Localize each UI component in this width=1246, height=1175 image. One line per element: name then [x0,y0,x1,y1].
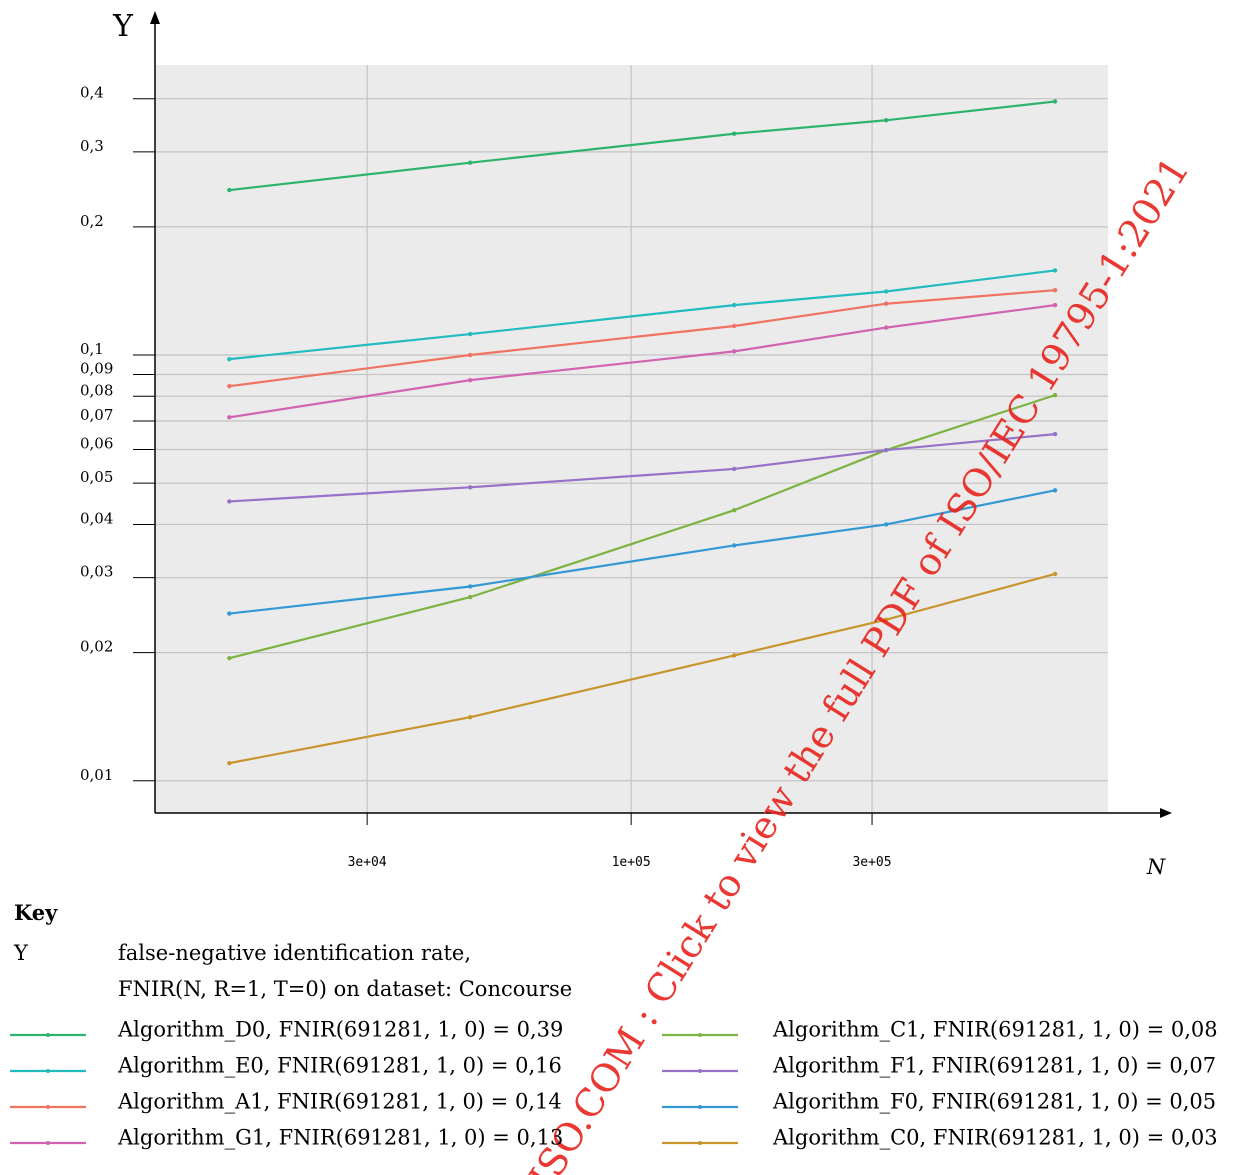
data-point [468,160,473,165]
data-point [1052,392,1058,398]
legend-swatch-dot [698,1141,702,1145]
data-point [468,584,473,589]
data-point [732,543,737,548]
data-point [1052,99,1058,104]
y-axis-label: Y [112,9,134,44]
y-tick-label: 0,04 [80,509,113,527]
legend-label: Algorithm_C1, FNIR(691281, 1, 0) = 0,08 [772,1018,1218,1042]
y-tick-label: 0,2 [80,212,104,230]
data-point [1052,268,1058,273]
data-point [1052,287,1058,293]
y-tick-label: 0,01 [80,766,113,784]
y-tick-label: 0,08 [80,381,113,399]
legend-swatch-dot [698,1105,702,1109]
y-tick-label: 0,02 [80,638,113,656]
data-point [732,466,737,472]
data-point [468,485,473,490]
data-point [883,289,889,294]
data-point [227,611,232,616]
legend-label: Algorithm_A1, FNIR(691281, 1, 0) = 0,14 [117,1090,562,1114]
key-description: false-negative identification rate, [118,941,471,965]
x-tick-label: 3e+04 [348,855,387,870]
data-point [732,131,737,136]
data-point [468,352,473,358]
data-point [883,118,889,123]
data-point [883,447,889,453]
legend-label: Algorithm_G1, FNIR(691281, 1, 0) = 0,13 [117,1126,563,1150]
legend-label: Algorithm_F0, FNIR(691281, 1, 0) = 0,05 [772,1090,1216,1114]
y-tick-label: 0,07 [80,406,113,424]
y-arrow [150,11,160,24]
data-point [732,349,737,354]
data-point [227,356,232,362]
legend-swatch-dot [46,1033,50,1037]
legend-swatch-dot [698,1069,702,1073]
data-point [883,325,889,330]
x-tick-label: 3e+05 [852,855,891,870]
y-tick-label: 0,09 [80,360,113,378]
y-tick-label: 0,4 [80,84,104,102]
legend-swatch-dot [46,1105,50,1109]
data-point [1052,302,1058,308]
data-point [883,617,889,622]
data-point [227,656,232,661]
data-point [227,760,232,766]
legend-swatch-dot [46,1069,50,1073]
data-point [732,653,737,658]
x-axis-label: N [1146,855,1166,879]
y-tick-label: 0,1 [80,340,104,358]
legend-label: Algorithm_C0, FNIR(691281, 1, 0) = 0,03 [772,1126,1218,1150]
data-point [468,377,473,383]
data-point [227,499,232,504]
data-point [1052,488,1058,493]
data-point [883,522,889,527]
data-point [468,331,473,337]
data-point [468,594,473,600]
legend-label: Algorithm_F1, FNIR(691281, 1, 0) = 0,07 [772,1054,1216,1078]
key-description: FNIR(N, R=1, T=0) on dataset: Concourse [118,977,572,1001]
y-tick-label: 0,03 [80,563,113,581]
data-point [732,302,737,308]
data-point [883,301,889,306]
data-point [1052,431,1058,437]
data-point [732,323,737,329]
key-title: Key [14,900,58,925]
y-tick-label: 0,05 [80,468,113,486]
y-tick-label: 0,3 [80,137,104,155]
key-symbol: Y [13,941,29,965]
legend-label: Algorithm_E0, FNIR(691281, 1, 0) = 0,16 [117,1054,562,1078]
data-point [227,383,232,389]
data-point [227,187,232,193]
data-point [1052,571,1058,577]
y-tick-label: 0,06 [80,434,113,452]
data-point [468,715,473,720]
legend-swatch-dot [46,1141,50,1145]
legend-swatch-dot [698,1033,702,1037]
x-arrow [1160,808,1172,818]
x-tick-label: 1e+05 [612,855,651,870]
data-point [227,415,232,420]
data-point [732,508,737,513]
legend-label: Algorithm_D0, FNIR(691281, 1, 0) = 0,39 [117,1018,563,1042]
